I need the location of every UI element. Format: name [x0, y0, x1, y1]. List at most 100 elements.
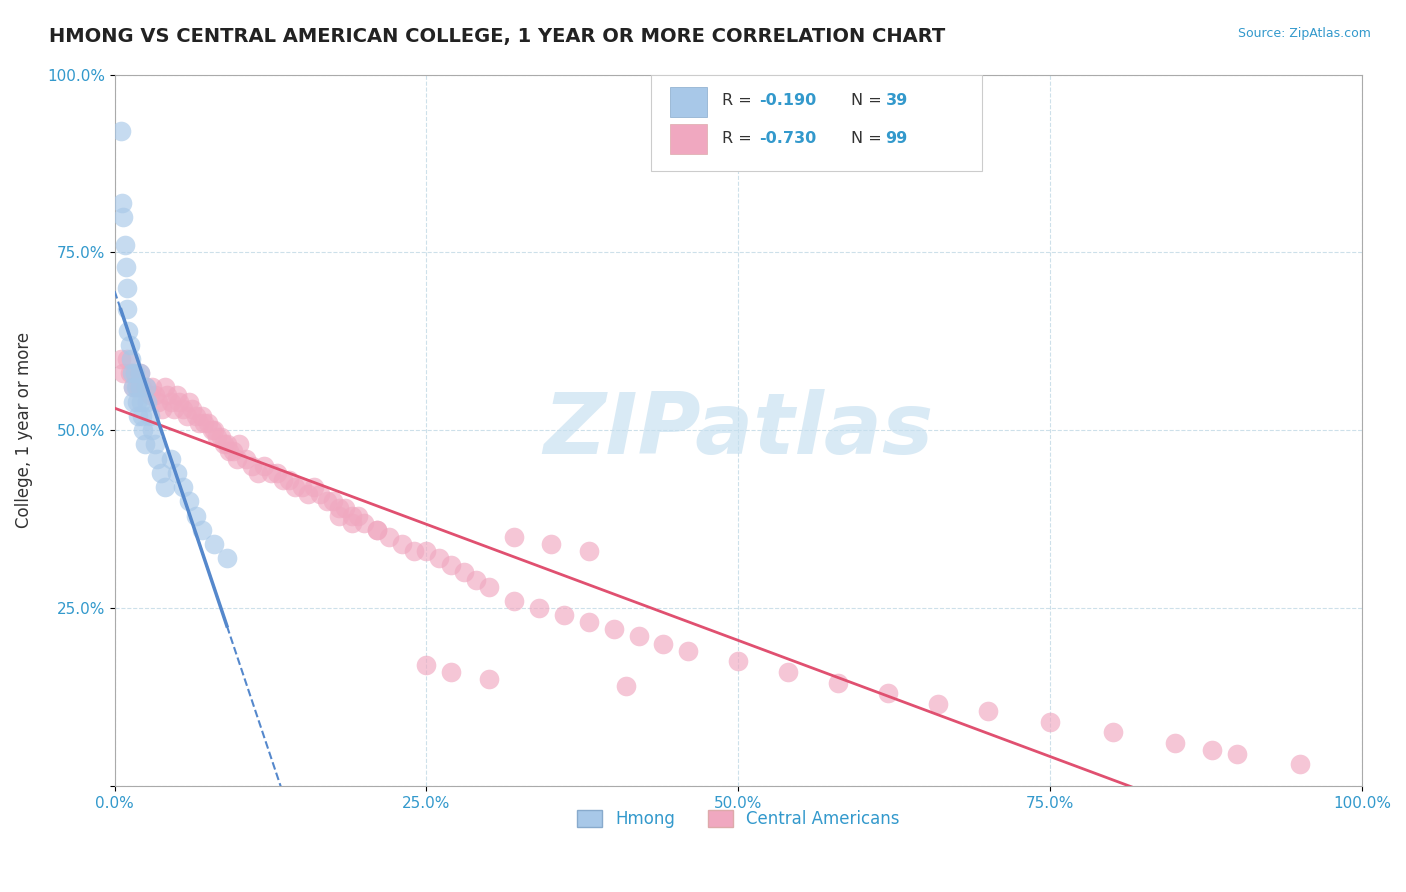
Text: -0.730: -0.730: [759, 131, 817, 146]
Point: [284, 480, 307, 494]
Point: [143, 387, 166, 401]
Point: [191, 523, 214, 537]
Point: [1101, 725, 1123, 739]
Point: [115, 260, 138, 274]
Point: [291, 480, 314, 494]
Point: [115, 302, 138, 317]
Point: [146, 451, 169, 466]
Point: [240, 458, 263, 473]
Text: 39: 39: [886, 94, 908, 108]
Point: [128, 380, 150, 394]
Point: [218, 444, 240, 458]
Point: [159, 394, 181, 409]
Point: [166, 466, 188, 480]
Point: [614, 679, 637, 693]
Text: Source: ZipAtlas.com: Source: ZipAtlas.com: [1237, 27, 1371, 40]
Point: [128, 366, 150, 380]
Point: [322, 494, 344, 508]
Point: [402, 544, 425, 558]
Point: [1039, 714, 1062, 729]
Point: [309, 487, 332, 501]
Text: ZIPatlas: ZIPatlas: [543, 389, 934, 472]
FancyBboxPatch shape: [651, 75, 981, 170]
Point: [117, 324, 139, 338]
Point: [527, 601, 550, 615]
Point: [478, 672, 501, 686]
Point: [188, 416, 211, 430]
Point: [134, 437, 156, 451]
Point: [340, 508, 363, 523]
Point: [131, 380, 153, 394]
Point: [235, 451, 257, 466]
Point: [141, 380, 163, 394]
Point: [440, 665, 463, 679]
Point: [149, 466, 172, 480]
Point: [366, 523, 388, 537]
Point: [179, 494, 201, 508]
Point: [176, 409, 198, 423]
Point: [127, 409, 149, 423]
FancyBboxPatch shape: [669, 87, 707, 117]
Point: [172, 480, 194, 494]
Point: [122, 380, 145, 394]
Point: [124, 366, 146, 380]
Text: R =: R =: [723, 94, 756, 108]
Point: [118, 338, 141, 352]
Point: [129, 394, 152, 409]
Text: 99: 99: [886, 131, 908, 146]
Point: [201, 423, 224, 437]
Point: [112, 210, 135, 224]
Point: [335, 501, 357, 516]
Point: [827, 675, 849, 690]
Point: [215, 437, 238, 451]
Point: [378, 530, 401, 544]
Point: [148, 394, 170, 409]
Point: [181, 401, 204, 416]
Point: [202, 423, 225, 437]
Point: [135, 380, 157, 394]
Point: [391, 537, 413, 551]
Point: [328, 501, 350, 516]
Point: [315, 494, 337, 508]
Point: [112, 366, 135, 380]
Point: [225, 451, 247, 466]
Point: [1201, 743, 1223, 757]
Point: [156, 387, 179, 401]
Point: [602, 623, 624, 637]
Point: [214, 437, 236, 451]
Point: [266, 466, 288, 480]
Point: [141, 423, 163, 437]
FancyBboxPatch shape: [669, 124, 707, 154]
Point: [502, 594, 524, 608]
Point: [478, 580, 501, 594]
Point: [125, 394, 148, 409]
Point: [222, 444, 245, 458]
Point: [193, 416, 215, 430]
Point: [120, 351, 142, 366]
Point: [205, 430, 228, 444]
Point: [502, 530, 524, 544]
Text: N =: N =: [851, 94, 886, 108]
Point: [427, 551, 450, 566]
Point: [135, 380, 157, 394]
Point: [172, 401, 194, 416]
Legend: Hmong, Central Americans: Hmong, Central Americans: [569, 803, 907, 834]
Point: [215, 551, 238, 566]
Point: [122, 394, 145, 409]
Point: [366, 523, 388, 537]
Point: [228, 437, 250, 451]
Point: [115, 281, 138, 295]
Point: [578, 615, 600, 630]
Point: [415, 544, 437, 558]
Point: [184, 409, 207, 423]
Point: [778, 665, 800, 679]
Point: [110, 124, 132, 138]
Text: N =: N =: [851, 131, 886, 146]
Point: [122, 380, 145, 394]
Point: [136, 394, 159, 409]
Point: [652, 636, 675, 650]
Point: [125, 380, 148, 394]
Point: [138, 387, 160, 401]
Point: [271, 473, 294, 487]
Point: [166, 387, 188, 401]
